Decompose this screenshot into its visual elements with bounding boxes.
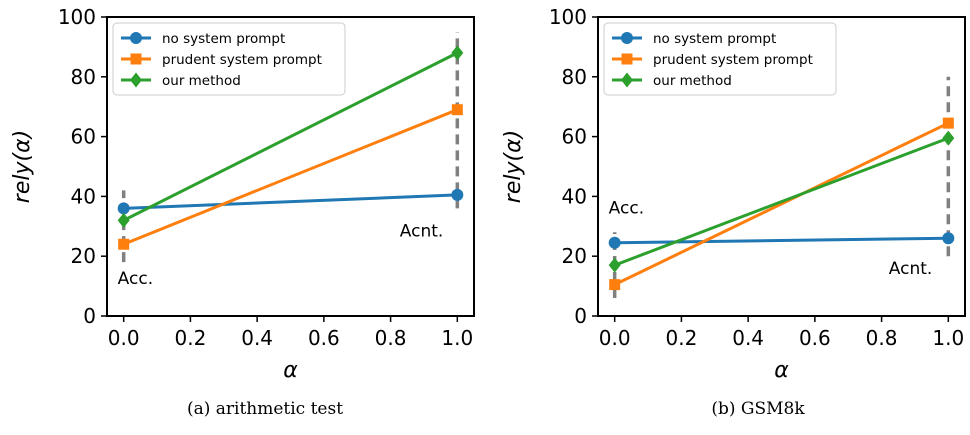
data-point-no-system-prompt <box>942 232 955 245</box>
y-tick-label: 60 <box>71 125 96 149</box>
x-tick-label: 0.0 <box>108 326 140 350</box>
range-label-acc: Acc. <box>609 198 644 218</box>
series-line-prudent-system-prompt <box>614 121 949 286</box>
data-point-our-method <box>942 130 955 146</box>
y-tick-label: 80 <box>562 65 587 89</box>
x-tick-label: 0.8 <box>866 326 898 350</box>
y-tick-label: 0 <box>83 304 96 328</box>
data-point-no-system-prompt <box>451 188 464 201</box>
y-tick-label: 0 <box>574 304 587 328</box>
y-tick-label: 60 <box>562 125 587 149</box>
legend-entry-label: no system prompt <box>162 31 285 47</box>
x-axis-label: α <box>774 358 789 383</box>
data-point-our-method <box>117 212 130 228</box>
legend: no system prompt prudent system prompt our… <box>112 22 346 96</box>
x-tick-label: 0.2 <box>175 326 207 350</box>
data-point-prudent-system-prompt <box>118 238 130 250</box>
series-line-prudent-system-prompt <box>123 108 458 246</box>
legend-box <box>112 22 346 96</box>
series-line-no-system-prompt <box>123 193 458 210</box>
x-tick-label: 0.6 <box>799 326 831 350</box>
plot-frame <box>597 16 966 317</box>
x-tick-label: 1.0 <box>441 326 473 350</box>
y-tick-label: 100 <box>549 5 587 29</box>
x-tick-label: 0.4 <box>732 326 764 350</box>
data-point-prudent-system-prompt <box>609 279 621 291</box>
legend-entry-label: prudent system prompt <box>653 52 813 68</box>
data-point-no-system-prompt <box>608 236 621 249</box>
y-tick-label: 20 <box>71 244 96 268</box>
x-tick-label: 0.6 <box>308 326 340 350</box>
series-line-our-method <box>123 51 458 222</box>
range-label-acc: Acc. <box>118 269 153 289</box>
range-label-acnt: Acnt. <box>400 221 444 241</box>
y-tick-label: 20 <box>562 244 587 268</box>
y-axis-label: rely(α) <box>10 130 35 203</box>
x-tick-label: 0.4 <box>241 326 273 350</box>
data-point-prudent-system-prompt <box>942 117 954 129</box>
chart-panel-1: Acc. Acnt. 0.0 0.2 0.4 0.6 0.8 1.0 0 20 40 60 80 100 α… <box>10 5 475 383</box>
x-axis-label: α <box>283 358 298 383</box>
y-tick-label: 80 <box>71 65 96 89</box>
legend-marker <box>621 53 633 65</box>
y-tick-label: 40 <box>562 184 587 208</box>
legend-marker <box>130 32 142 44</box>
legend-marker <box>130 72 142 88</box>
y-axis-label: rely(α) <box>501 130 526 203</box>
legend-entry-label: no system prompt <box>653 31 776 47</box>
x-tick-label: 0.2 <box>666 326 698 350</box>
legend-entry-label: our method <box>653 73 732 89</box>
legend-marker <box>621 72 633 88</box>
y-tick-label: 40 <box>71 184 96 208</box>
legend-marker <box>621 32 633 44</box>
data-point-no-system-prompt <box>117 202 130 215</box>
range-label-acnt: Acnt. <box>889 259 933 279</box>
x-tick-label: 0.8 <box>375 326 407 350</box>
data-point-our-method <box>608 257 621 273</box>
legend-entry-label: our method <box>162 73 241 89</box>
data-point-our-method <box>451 45 464 61</box>
legend-marker <box>130 53 142 65</box>
legend-entry-label: prudent system prompt <box>162 52 322 68</box>
series-line-no-system-prompt <box>614 236 949 245</box>
figure-caption: (a) arithmetic test <box>187 399 343 419</box>
x-tick-label: 0.0 <box>599 326 631 350</box>
plot-frame <box>106 16 475 317</box>
legend: no system prompt prudent system prompt our… <box>603 22 837 96</box>
x-tick-label: 1.0 <box>932 326 964 350</box>
legend-box <box>603 22 837 96</box>
series-line-our-method <box>614 136 949 267</box>
data-point-prudent-system-prompt <box>451 104 463 116</box>
figure-caption: (b) GSM8k <box>711 399 805 419</box>
chart-panel-2: Acc. Acnt. 0.0 0.2 0.4 0.6 0.8 1.0 0 20 40 60 80 100 α… <box>501 5 966 383</box>
y-tick-label: 100 <box>58 5 96 29</box>
